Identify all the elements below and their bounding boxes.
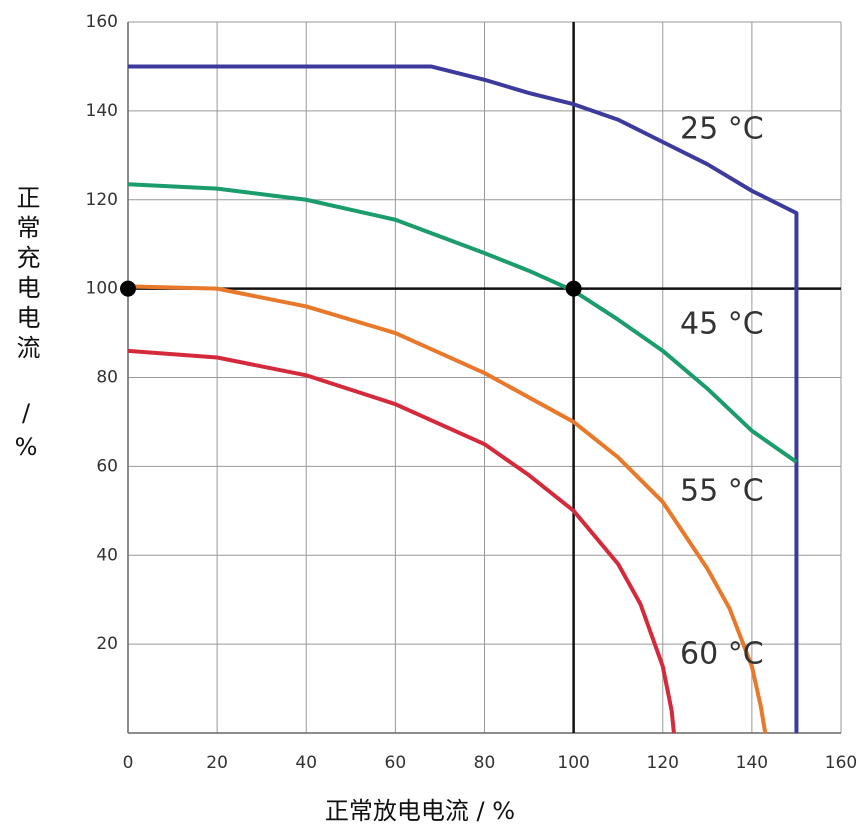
x-tick-label: 80 — [474, 753, 496, 773]
series-label: 25 °C — [680, 112, 764, 147]
x-tick-label: 160 — [825, 753, 857, 773]
x-tick-label: 20 — [206, 753, 228, 773]
y-tick-label: 140 — [86, 101, 118, 121]
marker — [120, 280, 136, 297]
series-label: 60 °C — [680, 637, 764, 672]
line — [128, 64, 799, 733]
line — [127, 348, 676, 734]
line — [127, 182, 798, 464]
y-axis-label: 正常充电电流 /% — [12, 185, 40, 467]
y-tick-label: 160 — [86, 12, 118, 32]
x-tick-label: 0 — [123, 753, 134, 773]
x-tick-label: 40 — [295, 753, 317, 773]
series-label: 45 °C — [680, 307, 764, 342]
x-tick-label: 100 — [557, 753, 589, 773]
marker — [565, 280, 582, 297]
x-axis-label: 正常放电电流 / % — [325, 797, 515, 825]
x-tick-label: 60 — [385, 753, 407, 773]
x-tick-label: 140 — [736, 753, 768, 773]
y-tick-label: 120 — [86, 190, 118, 210]
y-tick-label: 20 — [96, 634, 118, 654]
y-tick-label: 60 — [96, 456, 118, 476]
y-tick-label: 40 — [96, 545, 118, 565]
series-label: 55 °C — [680, 474, 764, 509]
y-tick-label: 80 — [96, 368, 118, 388]
line — [127, 284, 768, 734]
y-tick-label: 100 — [86, 279, 118, 299]
x-tick-label: 120 — [647, 753, 679, 773]
